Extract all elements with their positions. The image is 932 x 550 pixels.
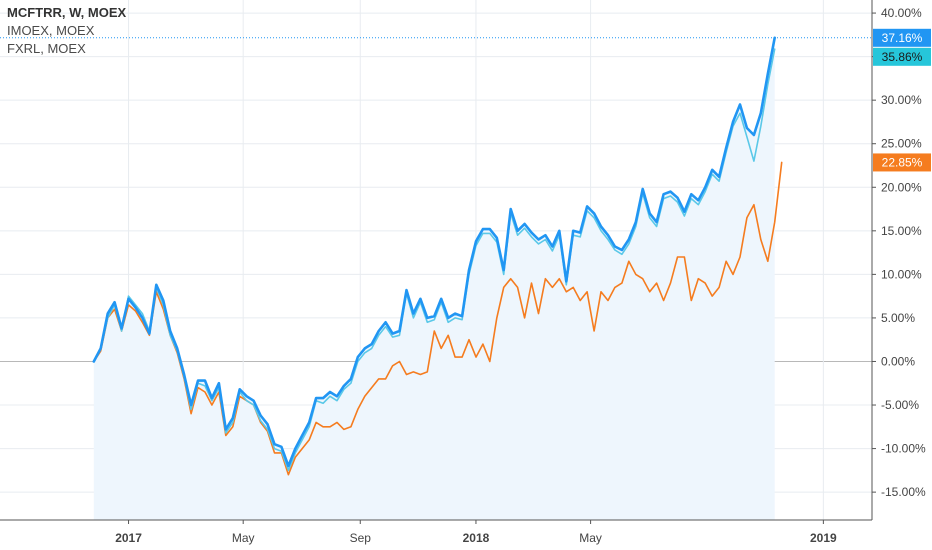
y-tick-label: -10.00% — [881, 442, 926, 456]
legend-compare-fxrl[interactable]: FXRL, MOEX — [7, 41, 86, 56]
value-badge-label: 22.85% — [882, 155, 923, 169]
series-line-mcftrr — [92, 36, 777, 468]
value-badge-bg — [873, 28, 931, 47]
x-tick-label: 2019 — [810, 531, 837, 545]
value-badge-bg — [873, 47, 931, 66]
y-tick-label: 40.00% — [881, 6, 922, 20]
y-tick-label: 0.00% — [881, 354, 915, 368]
area-layer — [93, 37, 775, 521]
x-tick-label: Sep — [350, 531, 372, 545]
value-badge-label: 35.86% — [882, 50, 923, 64]
x-tick-label: May — [232, 531, 255, 545]
x-tick-label: May — [579, 531, 602, 545]
y-tick-label: -5.00% — [881, 398, 919, 412]
y-tick-label: 5.00% — [881, 311, 915, 325]
value-badge-bg — [873, 153, 931, 172]
y-tick-label: 25.00% — [881, 137, 922, 151]
y-tick-label: 20.00% — [881, 180, 922, 194]
legend-main-symbol[interactable]: MCFTRR, W, MOEX — [7, 5, 127, 20]
y-tick-label: 30.00% — [881, 93, 922, 107]
chart-legend: MCFTRR, W, MOEX IMOEX, MOEX FXRL, MOEX — [7, 4, 126, 58]
legend-compare-imoex[interactable]: IMOEX, MOEX — [7, 23, 95, 38]
badge-layer: 37.16% 35.86% 22.85% — [873, 28, 931, 172]
y-tick-label: 10.00% — [881, 267, 922, 281]
y-tick-label: -15.00% — [881, 485, 926, 499]
y-tick-label: 15.00% — [881, 224, 922, 238]
series-layer — [92, 36, 783, 476]
series-line-fxrl — [93, 161, 783, 476]
value-badge-label: 37.16% — [882, 31, 923, 45]
main-series-area — [93, 37, 775, 521]
x-tick-label: 2017 — [115, 531, 142, 545]
x-tick-label: 2018 — [463, 531, 490, 545]
